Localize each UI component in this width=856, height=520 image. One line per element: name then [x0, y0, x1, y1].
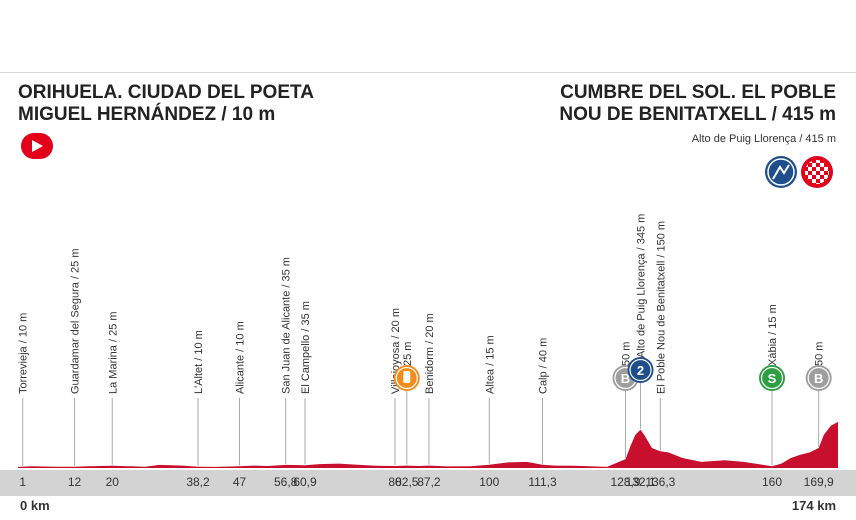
waypoint-label: El Campello / 35 m [300, 301, 312, 394]
end-km-label: 174 km [791, 498, 836, 513]
waypoint-label: Alicante / 10 m [234, 321, 246, 394]
finish-flag-icon [800, 155, 834, 189]
finish-title-line2: NOU DE BENITATXELL / 415 m [559, 104, 836, 125]
km-tick-label: 111,3 [528, 475, 557, 489]
waypoint-label: Calp / 40 m [538, 338, 550, 394]
mountain-category-2-icon-ring [629, 358, 652, 382]
feed-zone-icon-ring [395, 366, 418, 390]
finish-title: CUMBRE DEL SOL. EL POBLE NOU DE BENITATX… [559, 82, 836, 126]
feed-zone-icon-bottle [403, 371, 411, 383]
waypoint-label: L'Altet / 10 m [193, 330, 205, 394]
km-tick-label: 12 [68, 475, 82, 489]
waypoint-label: Guardamar del Segura / 25 m [70, 248, 82, 394]
km-tick-label: 128,9 [610, 475, 640, 489]
intermediate-sprint-icon [759, 365, 786, 391]
waypoint-label: 50 m [814, 342, 826, 366]
km-tick-label: 1 [19, 475, 26, 489]
km-axis-bar [0, 470, 856, 496]
bonus-sprint-icon-glyph: B [814, 371, 823, 386]
waypoint-label: Alto de Puig Llorença / 345 m [636, 214, 648, 358]
waypoint-label: 25 m [402, 342, 414, 366]
km-tick-label: 60,9 [293, 475, 317, 489]
waypoint-label: San Juan de Alicante / 35 m [281, 257, 293, 394]
waypoint-label: La Marina / 25 m [107, 311, 119, 394]
header-divider [0, 72, 856, 73]
km-tick-label: 87,2 [417, 475, 441, 489]
start-km-label: 0 km [20, 498, 50, 513]
km-tick-label: 47 [233, 475, 247, 489]
km-tick-label: 169,9 [804, 475, 834, 489]
km-tick-label: 20 [106, 475, 120, 489]
elevation-profile-area [18, 421, 838, 468]
intermediate-sprint-icon-ring [760, 366, 784, 390]
start-title: ORIHUELA. CIUDAD DEL POETA MIGUEL HERNÁN… [18, 82, 314, 126]
km-tick-label: 82,5 [395, 475, 419, 489]
bonus-sprint-icon [805, 365, 832, 391]
mountain-category-2-icon [627, 357, 654, 383]
intermediate-sprint-icon-glyph: S [768, 371, 777, 386]
km-tick-label: 38,2 [186, 475, 210, 489]
waypoint-label: Xàbia / 15 m [767, 304, 779, 366]
km-tick-label: 160 [762, 475, 782, 489]
km-tick-label: 80 [388, 475, 402, 489]
waypoint-label: 50 m [620, 342, 632, 366]
km-tick-label: 100 [479, 475, 499, 489]
mountain-category-2-icon-glyph: 2 [637, 363, 644, 378]
waypoint-label: Benidorm / 20 m [424, 313, 436, 394]
bonus-sprint-icon-ring [807, 366, 830, 390]
km-tick-label: 56,8 [274, 475, 298, 489]
waypoint-label: Altea / 15 m [484, 335, 496, 394]
finish-climb-label: Alto de Puig Llorença / 415 m [691, 133, 836, 145]
waypoint-label: El Poble Nou de Benitatxell / 150 m [655, 221, 667, 394]
km-tick-label: 136,3 [645, 475, 675, 489]
finish-title-line1: CUMBRE DEL SOL. EL POBLE [560, 82, 836, 103]
start-title-line2: MIGUEL HERNÁNDEZ / 10 m [18, 104, 276, 125]
bonus-sprint-icon-glyph: B [621, 371, 630, 386]
waypoint-label: Torrevieja / 10 m [18, 313, 30, 394]
start-title-line1: ORIHUELA. CIUDAD DEL POETA [18, 82, 314, 103]
start-arrow-icon [20, 132, 54, 160]
mountain-category-1-icon [764, 155, 798, 189]
km-tick-label: 132,1 [626, 475, 656, 489]
